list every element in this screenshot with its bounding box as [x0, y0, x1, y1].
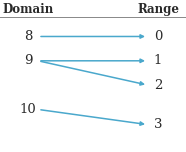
Text: 8: 8: [24, 30, 32, 43]
Text: 1: 1: [154, 54, 162, 67]
Text: Domain: Domain: [2, 3, 54, 16]
Text: 0: 0: [154, 30, 162, 43]
Text: Range: Range: [137, 3, 179, 16]
Text: 9: 9: [24, 54, 32, 67]
Text: 2: 2: [154, 79, 162, 92]
Text: 3: 3: [154, 118, 162, 131]
Text: 10: 10: [20, 103, 36, 116]
